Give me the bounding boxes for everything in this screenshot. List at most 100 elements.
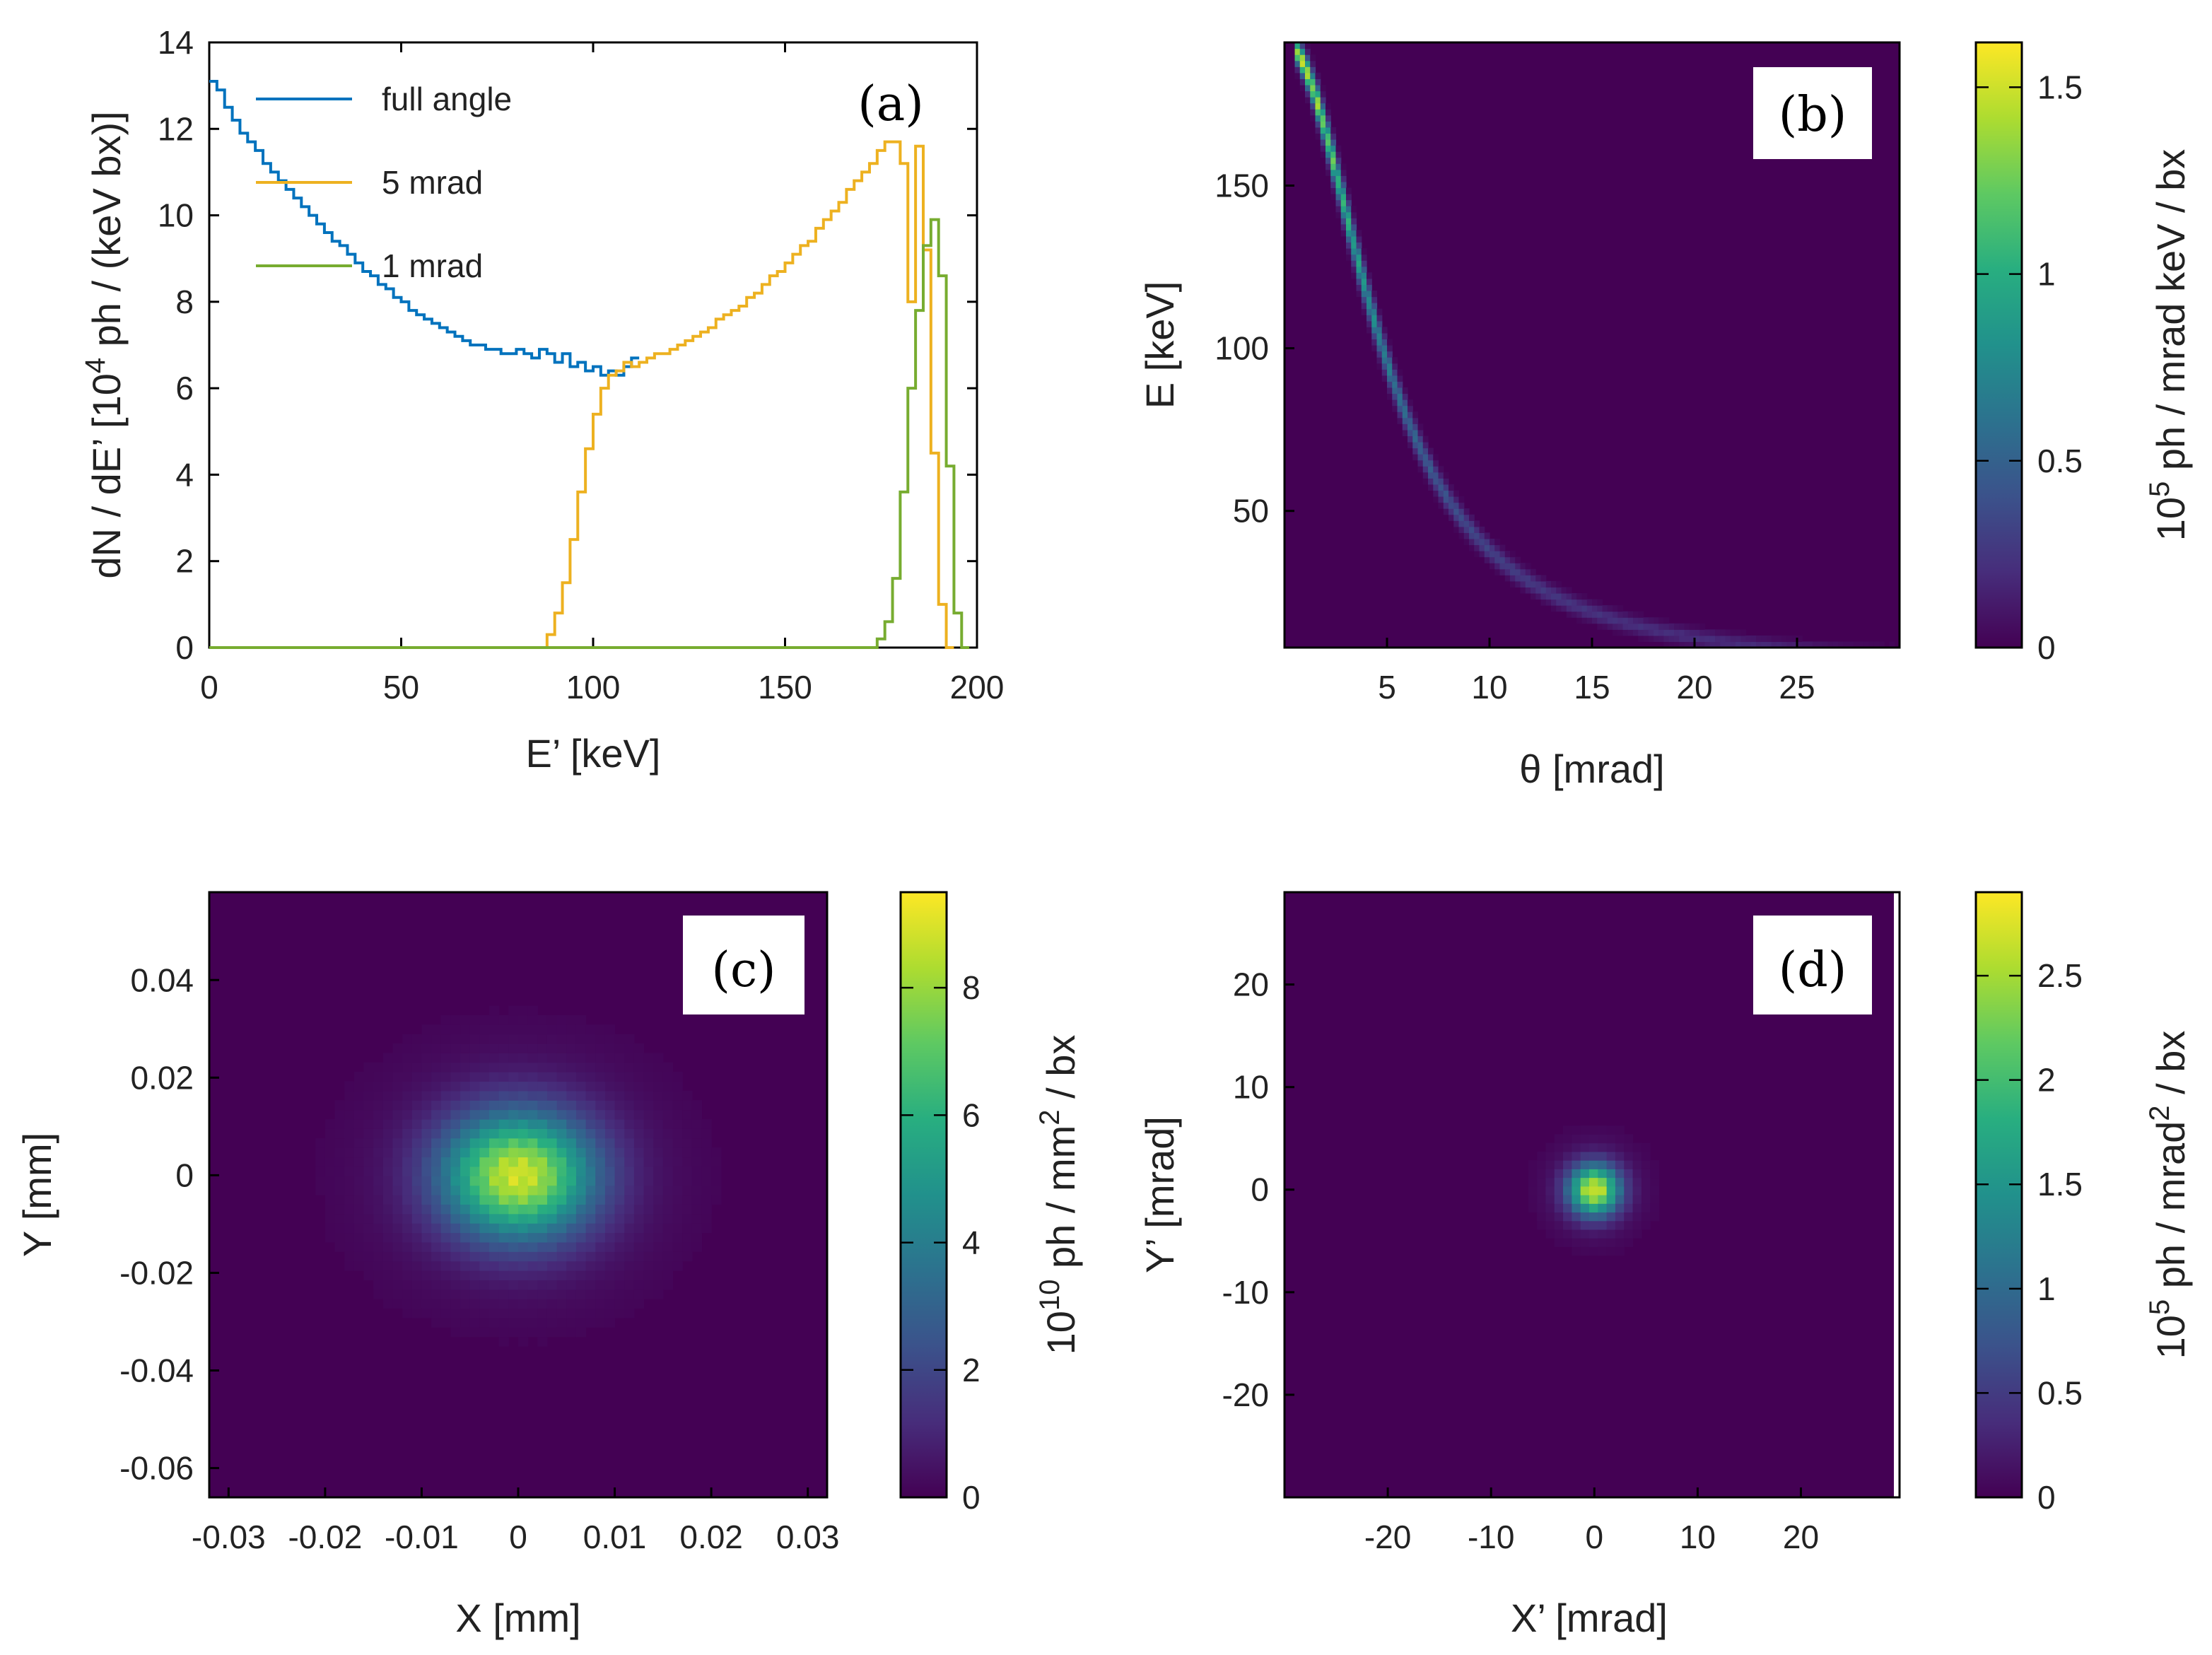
c-cell — [373, 1195, 384, 1205]
d-cell — [1545, 1229, 1555, 1239]
c-cell — [556, 1119, 567, 1129]
c-cell — [402, 1299, 413, 1309]
b-cell — [1330, 163, 1337, 170]
c-cell — [672, 1185, 683, 1195]
c-cell — [527, 1241, 538, 1252]
c-cell — [344, 1109, 355, 1120]
b-cell — [1315, 84, 1321, 92]
c-cell — [363, 1251, 374, 1262]
b-cell — [1668, 629, 1675, 636]
c-cell — [392, 1166, 403, 1176]
c-cell — [489, 1176, 500, 1186]
c-cell — [498, 1024, 509, 1035]
b-cell — [1381, 345, 1388, 352]
b-cell — [1392, 387, 1398, 394]
b-cell — [1668, 641, 1675, 648]
c-cell — [691, 1128, 703, 1139]
b-cell — [1381, 369, 1388, 376]
d-cell — [1554, 1212, 1564, 1222]
b-cell — [1730, 635, 1736, 643]
c-cell — [546, 1100, 558, 1111]
c-cell — [479, 1157, 490, 1167]
b-cell — [1305, 66, 1311, 74]
b-cell — [1433, 490, 1439, 497]
c-cell — [431, 1147, 442, 1158]
b-colorbar-tick-label: 1 — [2037, 256, 2056, 293]
b-cell — [1617, 617, 1624, 624]
b-cell — [1771, 641, 1777, 648]
c-cell — [392, 1147, 403, 1158]
b-cell — [1376, 339, 1383, 346]
c-cell — [344, 1176, 355, 1186]
b-cell — [1438, 484, 1444, 491]
b-cell — [1750, 641, 1757, 648]
c-cell — [469, 1270, 480, 1280]
b-cell — [1340, 187, 1347, 194]
c-cell — [344, 1166, 355, 1176]
b-cell — [1654, 617, 1659, 624]
c-cell — [324, 1147, 336, 1158]
panel-b-label-box — [1753, 67, 1872, 159]
d-cell — [1589, 1151, 1598, 1161]
c-cell — [672, 1128, 683, 1139]
b-cell — [1392, 369, 1398, 376]
c-cell — [460, 1223, 471, 1234]
b-cell — [1572, 599, 1577, 606]
b-cell — [1408, 423, 1413, 431]
c-cell — [392, 1062, 403, 1072]
b-cell — [1433, 496, 1439, 503]
d-cell — [1641, 1212, 1651, 1222]
b-cell — [1715, 641, 1721, 648]
c-cell — [469, 1308, 480, 1318]
b-cell — [1346, 223, 1352, 230]
c-cell — [440, 1176, 452, 1186]
b-cell — [1320, 97, 1326, 104]
b-cell — [1367, 315, 1372, 322]
c-cell — [518, 1014, 529, 1025]
c-cell — [546, 1195, 558, 1205]
b-cell — [1346, 254, 1352, 261]
c-cell — [624, 1147, 635, 1158]
c-cell — [382, 1053, 394, 1063]
c-cell — [575, 1185, 587, 1195]
c-cell — [450, 1280, 461, 1290]
c-cell — [382, 1100, 394, 1111]
c-cell — [527, 1195, 538, 1205]
a-ytick-label: 10 — [158, 197, 194, 234]
c-cell — [508, 1204, 519, 1215]
c-cell — [421, 1195, 432, 1205]
c-cell — [518, 1289, 529, 1299]
c-cell — [595, 1204, 606, 1215]
c-cell — [682, 1157, 693, 1167]
d-cell — [1615, 1151, 1625, 1161]
c-cell — [450, 1053, 461, 1063]
c-cell — [672, 1223, 683, 1234]
b-cell — [1449, 484, 1454, 491]
c-cell — [624, 1308, 635, 1318]
d-cell — [1528, 1186, 1538, 1195]
c-cell — [653, 1119, 664, 1129]
c-cell — [440, 1014, 452, 1025]
d-cell — [1589, 1246, 1598, 1256]
c-cell — [556, 1072, 567, 1082]
c-cell — [575, 1081, 587, 1092]
c-cell — [440, 1109, 452, 1120]
c-cell — [392, 1138, 403, 1148]
b-cell — [1479, 532, 1485, 539]
b-cell — [1572, 592, 1577, 600]
b-cell — [1531, 592, 1536, 600]
c-cell — [546, 1251, 558, 1262]
d-cell — [1580, 1212, 1590, 1222]
b-cell — [1494, 544, 1501, 551]
d-cell — [1615, 1246, 1625, 1256]
c-cell — [691, 1157, 703, 1167]
b-xtick-label: 5 — [1378, 669, 1396, 706]
b-cell — [1340, 199, 1347, 206]
b-cell — [1658, 635, 1665, 643]
c-cell — [334, 1128, 345, 1139]
c-cell — [469, 1289, 480, 1299]
c-cell — [421, 1176, 432, 1186]
c-cell — [373, 1261, 384, 1271]
d-cell — [1598, 1220, 1608, 1230]
